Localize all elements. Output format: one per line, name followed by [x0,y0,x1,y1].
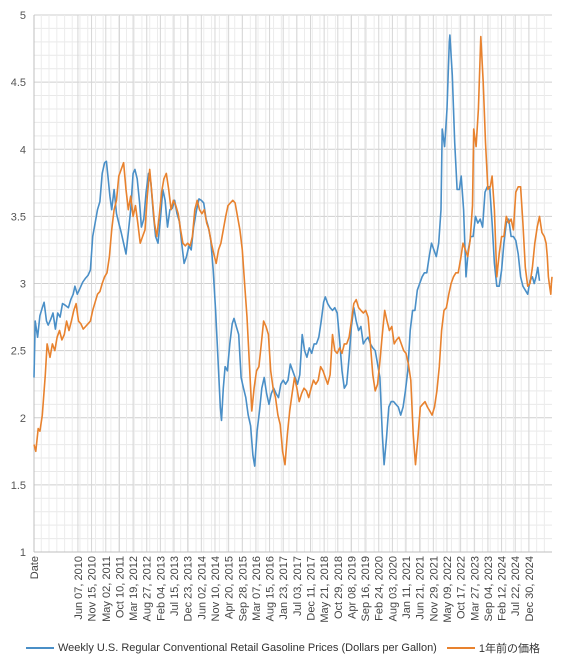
x-tick-label: Nov 29, 2021 [428,556,440,621]
y-tick-label: 1 [20,547,26,559]
x-tick-label: Aug 27, 2012 [142,556,154,621]
y-tick-label: 3 [20,279,26,291]
x-tick-label: Jan 23, 2017 [278,556,290,620]
x-tick-label: Jun 02, 2014 [196,556,208,620]
x-tick-label: Dec 11, 2017 [306,556,318,621]
x-tick-label: Aug 15, 2016 [265,556,277,621]
x-tick-label: Nov 15, 2010 [87,556,99,621]
x-tick-label: May 02, 2011 [101,556,113,622]
y-tick-label: 3.5 [11,211,26,223]
y-tick-label: 4 [20,144,26,156]
x-axis-tick-labels: Date Jun 07, 2010 Nov 15, 2010 May 02, 2011… [29,556,536,623]
x-tick-label: Dec 23, 2013 [183,556,195,621]
x-tick-label: Jun 07, 2010 [73,556,85,620]
x-tick-label: Sep 28, 2015 [237,556,249,621]
x-tick-label: Jun 21, 2021 [415,556,427,620]
x-tick-label: Nov 10, 2014 [210,556,222,621]
x-tick-label: Feb 24, 2020 [374,556,386,621]
x-tick-label: Jul 03, 2017 [292,556,304,616]
x-tick-label: May 21, 2018 [319,556,331,623]
x-tick-label: Feb 04, 2013 [155,556,167,621]
x-tick-label: Oct 29, 2018 [333,556,345,619]
x-tick-label: Sep 04, 2023 [483,556,495,621]
x-tick-label: Mar 27, 2023 [469,556,481,621]
x-tick-label: Jul 15, 2013 [169,556,181,616]
series-line-year-ago-price [33,35,553,466]
x-tick-label: Sep 16, 2019 [360,556,372,621]
legend-item-year-ago: 1年前の価格 [446,640,540,656]
x-tick-label: Jul 22, 2024 [510,556,522,616]
legend-label-gasoline: Weekly U.S. Regular Conventional Retail … [58,642,437,654]
x-tick-label: Feb 12, 2024 [497,556,509,621]
series-lines [33,34,553,467]
x-axis-category-label: Date [29,556,41,579]
legend-swatch-year-ago [446,647,475,649]
x-tick-label: Oct 17, 2022 [456,556,468,619]
x-tick-label: Dec 30, 2024 [524,556,536,621]
x-tick-label: Jan 11, 2021 [401,556,413,619]
legend-item-gasoline: Weekly U.S. Regular Conventional Retail … [26,642,437,654]
x-tick-label: Apr 08, 2019 [346,556,358,619]
x-tick-label: Aug 03, 2020 [387,556,399,621]
legend-label-year-ago: 1年前の価格 [478,643,540,655]
x-tick-label: Mar 07, 2016 [251,556,263,621]
y-axis-tick-labels: 1 1.5 2 2.5 3 3.5 4 4.5 5 [11,10,26,559]
y-tick-label: 2 [20,413,26,425]
series-line-gasoline-price [33,34,541,467]
x-tick-label: Mar 19, 2012 [128,556,140,621]
y-tick-label: 5 [20,10,26,22]
grid [33,14,552,553]
x-tick-label: Oct 10, 2011 [114,556,126,618]
legend: Weekly U.S. Regular Conventional Retail … [0,638,566,658]
y-tick-label: 1.5 [11,480,26,492]
y-tick-label: 4.5 [11,77,26,89]
x-tick-label: Apr 20, 2015 [224,556,236,619]
x-tick-label: May 09, 2022 [442,556,454,623]
legend-swatch-gasoline [26,647,54,649]
y-tick-label: 2.5 [11,346,26,358]
